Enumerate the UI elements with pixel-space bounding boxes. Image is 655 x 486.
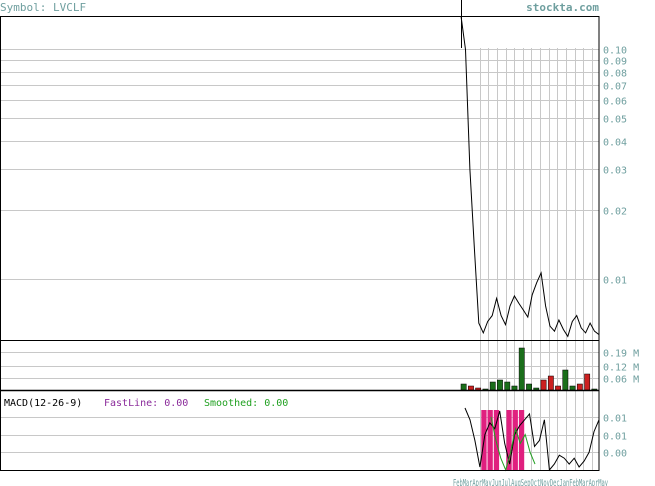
- price-tick-label: 0.07: [603, 82, 627, 93]
- price-tick-label: 0.03: [603, 166, 627, 177]
- price-series-line: [460, 15, 600, 338]
- macd-panel: [464, 407, 600, 472]
- volume-tick-label: 0.19 M: [603, 349, 639, 360]
- chart-frame: [0, 0, 600, 471]
- volume-bar: [562, 369, 569, 391]
- volume-bar: [475, 387, 482, 391]
- macd-histogram-bar: [493, 410, 500, 470]
- volume-bar: [460, 383, 467, 391]
- price-tick-label: 0.09: [603, 57, 627, 68]
- macd-histogram-bar: [487, 410, 493, 470]
- volume-bar: [547, 375, 554, 391]
- outer-border: [0, 16, 600, 471]
- x-axis-month-labels: FebMarAprMayJunJulAugSepOctNovDecJanFebM…: [453, 478, 608, 486]
- volume-bar: [533, 387, 540, 391]
- price-tick-label: 0.08: [603, 69, 627, 80]
- volume-bar: [526, 383, 532, 391]
- macd-histogram-bar: [512, 410, 518, 470]
- axis-labels: 0.100.090.08 0.07 0.06 0.05 0.04 0.03 0.02 0.01…: [453, 46, 639, 486]
- symbol-label: Symbol: LVCLF: [0, 1, 86, 14]
- price-tick-label: 0.01: [603, 276, 627, 287]
- volume-bar: [489, 381, 496, 391]
- smoothed-label: Smoothed: 0.00: [204, 398, 288, 409]
- macd-tick-label: 0.00: [603, 449, 627, 460]
- fastline-label: FastLine: 0.00: [104, 398, 188, 409]
- volume-bar: [540, 379, 547, 391]
- volume-bar: [511, 385, 518, 391]
- volume-bar: [584, 373, 591, 391]
- price-tick-label: 0.04: [603, 138, 627, 149]
- site-name: stockta.com: [526, 1, 599, 14]
- macd-tick-label: 0.01: [603, 414, 627, 425]
- volume-tick-label: 0.12 M: [603, 363, 639, 374]
- volume-bar: [569, 385, 576, 391]
- price-tick-label: 0.06: [603, 97, 627, 108]
- volume-bar: [468, 385, 474, 391]
- macd-histogram-bar: [518, 410, 525, 470]
- macd-legend: MACD(12-26-9) FastLine: 0.00 Smoothed: 0…: [4, 398, 288, 409]
- macd-title: MACD(12-26-9): [4, 398, 82, 409]
- macd-smoothed-line: [490, 416, 536, 472]
- volume-bar: [504, 381, 511, 391]
- price-tick-label: 0.05: [603, 115, 627, 126]
- price-tick-label: 0.02: [603, 207, 627, 218]
- volume-tick-label: 0.06 M: [603, 375, 639, 386]
- volume-bar: [555, 385, 561, 391]
- volume-bar: [518, 347, 525, 391]
- grid-lines: [0, 48, 599, 470]
- macd-tick-label: 0.01: [603, 432, 627, 443]
- macd-histogram-bar: [506, 410, 512, 470]
- price-tick-label: 0.10: [603, 46, 627, 57]
- volume-bar: [497, 379, 503, 391]
- price-panel: [460, 15, 600, 338]
- volume-bar: [576, 383, 583, 391]
- volume-panel: [460, 347, 598, 391]
- macd-fast-line: [464, 407, 600, 472]
